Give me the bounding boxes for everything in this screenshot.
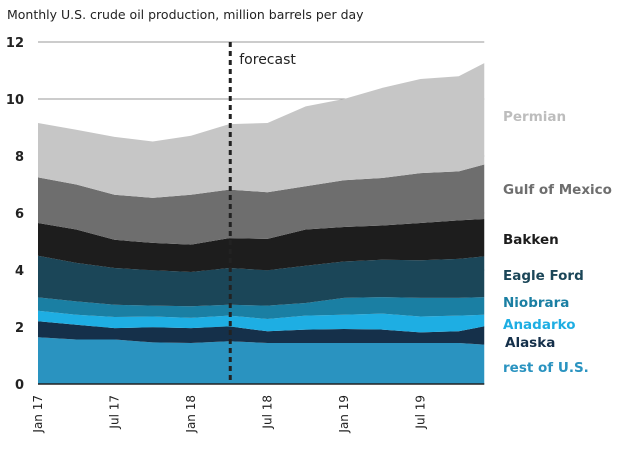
area-rest-of-u-s- bbox=[38, 337, 485, 384]
y-tick-label: 10 bbox=[6, 93, 24, 108]
x-tick-label: Jan 19 bbox=[337, 395, 351, 434]
x-tick-label: Jan 17 bbox=[31, 395, 45, 434]
area-eagle-ford bbox=[38, 255, 485, 307]
legend-label: Bakken bbox=[503, 232, 559, 248]
chart-title: Monthly U.S. crude oil production, milli… bbox=[7, 7, 364, 22]
y-tick-label: 8 bbox=[15, 150, 24, 165]
y-tick-label: 6 bbox=[15, 207, 24, 222]
area-permian bbox=[38, 63, 485, 198]
x-tick-label: Jan 18 bbox=[184, 395, 198, 434]
area-alaska bbox=[38, 321, 485, 345]
legend-label: Eagle Ford bbox=[503, 268, 584, 284]
y-tick-label: 2 bbox=[15, 321, 24, 336]
y-tick-label: 12 bbox=[6, 36, 24, 51]
x-tick-label: Jul 17 bbox=[108, 395, 122, 430]
x-tick-label: Jul 19 bbox=[414, 395, 428, 430]
area-niobrara bbox=[38, 297, 485, 320]
x-tick-label: Jul 18 bbox=[261, 395, 275, 430]
legend-label: Alaska bbox=[505, 335, 555, 351]
legend-label: Niobrara bbox=[503, 295, 569, 311]
y-tick-label: 4 bbox=[15, 264, 24, 279]
area-gulf-of-mexico bbox=[38, 164, 485, 245]
area-anadarko bbox=[38, 310, 485, 333]
legend-label: Gulf of Mexico bbox=[503, 182, 612, 198]
forecast-label: forecast bbox=[239, 52, 296, 68]
area-bakken bbox=[38, 218, 485, 272]
legend-label: Anadarko bbox=[503, 317, 576, 333]
legend-label: Permian bbox=[503, 109, 566, 125]
y-tick-label: 0 bbox=[15, 378, 24, 393]
legend-label: rest of U.S. bbox=[503, 360, 589, 376]
